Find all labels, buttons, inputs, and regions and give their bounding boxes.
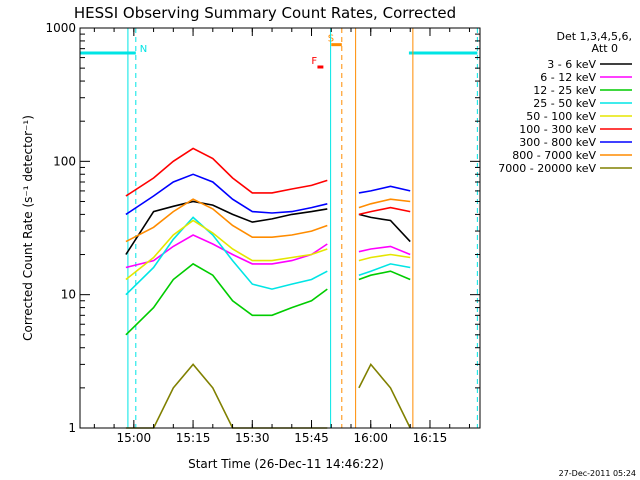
legend-label: 3 - 6 keV — [547, 58, 596, 71]
y-tick-label: 10 — [61, 288, 76, 302]
series-line-3 — [125, 216, 328, 296]
series-line-1 — [358, 245, 411, 256]
series-line-2 — [125, 262, 328, 336]
y-tick-label: 100 — [53, 154, 76, 168]
series-line-5 — [358, 206, 411, 216]
legend-label: 300 - 800 keV — [519, 136, 596, 149]
legend-label: 12 - 25 keV — [533, 84, 596, 97]
flag-label-f: F — [311, 56, 317, 67]
legend-label: 100 - 300 keV — [519, 123, 596, 136]
x-tick-label: 15:45 — [294, 431, 329, 445]
series-line-3 — [358, 263, 411, 276]
series-line-8 — [125, 363, 328, 429]
flag-layer: NSF — [80, 28, 478, 428]
series-line-7 — [358, 198, 411, 209]
legend-label: 6 - 12 keV — [540, 71, 596, 84]
series-line-0 — [125, 200, 328, 255]
series-line-5 — [125, 147, 328, 197]
legend-label: 7000 - 20000 keV — [498, 162, 596, 175]
plot-frame — [79, 27, 481, 429]
x-tick-label: 15:30 — [235, 431, 270, 445]
x-tick-label: 15:00 — [117, 431, 152, 445]
series-line-6 — [358, 185, 411, 194]
legend-title-line-1: Det 1,3,4,5,6, — [556, 30, 632, 43]
chart-title: HESSI Observing Summary Count Rates, Cor… — [74, 4, 456, 22]
x-tick-label: 16:00 — [353, 431, 388, 445]
series-line-4 — [125, 219, 328, 281]
series-line-4 — [358, 253, 411, 262]
series-line-0 — [358, 213, 411, 243]
series-line-2 — [358, 270, 411, 281]
series-line-1 — [125, 234, 328, 269]
x-axis-label: Start Time (26-Dec-11 14:46:22) — [188, 457, 384, 471]
legend-label: 50 - 100 keV — [526, 110, 596, 123]
x-tick-label: 15:15 — [176, 431, 211, 445]
y-tick-label: 1 — [68, 421, 76, 435]
axes-layer: 15:00 15:15 15:30 15:45 16:00 16:15 1 10 100 1000 — [45, 21, 480, 445]
series-line-7 — [125, 198, 328, 243]
series-line-8 — [358, 362, 411, 429]
series-layer — [125, 147, 411, 429]
legend-title-line-2: Att 0 — [592, 42, 618, 55]
timestamp: 27-Dec-2011 05:24 — [559, 469, 636, 478]
x-tick-label: 16:15 — [413, 431, 448, 445]
y-axis-label: Corrected Count Rate (s⁻¹ detector⁻¹) — [21, 115, 35, 341]
legend-label: 800 - 7000 keV — [512, 149, 596, 162]
y-tick-label: 1000 — [45, 21, 76, 35]
legend-label: 25 - 50 keV — [533, 97, 596, 110]
series-line-6 — [125, 173, 328, 216]
flag-label-n: N — [140, 44, 147, 55]
